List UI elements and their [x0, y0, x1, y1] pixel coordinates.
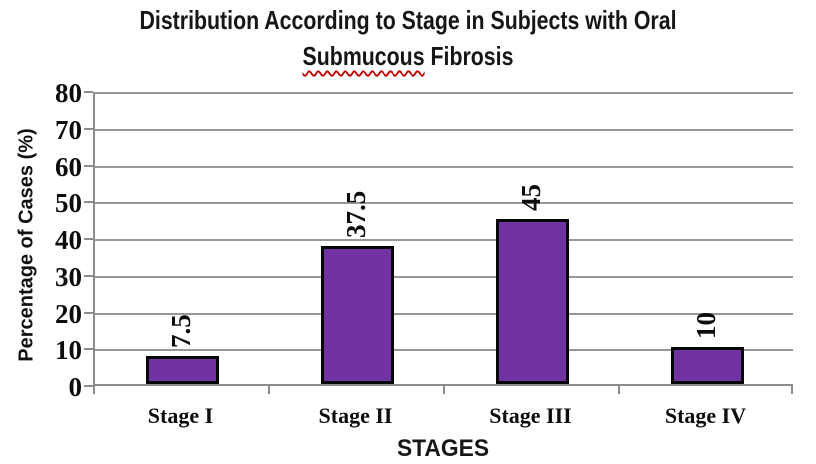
y-tick-mark-40 [84, 238, 93, 240]
x-axis-title: STAGES [396, 435, 490, 462]
y-tick-mark-30 [84, 274, 93, 277]
y-tick-label-60: 60 [55, 151, 82, 182]
y-tick-mark-80 [84, 91, 93, 93]
x-category-label-stage-iii: Stage III [489, 403, 572, 428]
gridline-30 [95, 275, 793, 278]
bar-stage-iii [496, 218, 569, 384]
y-tick-mark-70 [84, 127, 93, 130]
bar-slot-stage-iv: 10 [620, 92, 795, 384]
y-tick-mark-50 [84, 201, 93, 204]
gridline-50 [95, 202, 793, 205]
plot-area: 7.5 37.5 45 10 [93, 92, 793, 386]
gridline-10 [95, 349, 793, 352]
x-tick-mark-3 [618, 386, 620, 394]
bar-value-label-stage-i: 7.5 [165, 314, 196, 349]
gridline-60 [95, 165, 793, 168]
x-tick-mark-2 [443, 386, 445, 394]
gridline-20 [95, 312, 793, 315]
bar-slot-stage-i: 7.5 [95, 92, 270, 384]
x-category-label-stage-i: Stage I [147, 403, 214, 428]
chart-title-line-1: Distribution According to Stage in Subje… [139, 5, 677, 35]
y-tick-mark-20 [84, 311, 93, 314]
y-tick-mark-0 [84, 385, 93, 387]
y-tick-mark-60 [84, 164, 93, 167]
y-tick-mark-10 [84, 348, 93, 351]
y-tick-label-80: 80 [55, 78, 82, 108]
bar-value-label-stage-iii: 45 [515, 183, 546, 211]
chart-title-word-fibrosis: Fibrosis [430, 41, 514, 71]
chart-title-line-2: Submucous Fibrosis [73, 38, 742, 74]
bar-slot-stage-ii: 37.5 [270, 92, 445, 384]
y-tick-label-40: 40 [55, 225, 82, 255]
x-category-label-stage-iv: Stage IV [664, 403, 747, 428]
y-tick-label-70: 70 [55, 114, 82, 145]
gridline-40 [95, 239, 793, 241]
x-tick-mark-0 [93, 386, 95, 394]
bar-stage-i [146, 356, 219, 384]
y-tick-label-30: 30 [55, 261, 82, 292]
y-tick-label-50: 50 [55, 188, 82, 219]
y-tick-label-10: 10 [55, 335, 82, 366]
y-tick-label-20: 20 [55, 298, 82, 329]
gridline-70 [95, 128, 793, 131]
chart-title-misspelled-word: Submucous [302, 41, 425, 71]
chart-title: Distribution According to Stage in Subje… [73, 2, 742, 74]
gridline-80 [95, 92, 793, 94]
bar-stage-ii [321, 246, 394, 384]
bar-slot-stage-iii: 45 [445, 92, 620, 384]
y-tick-label-0: 0 [68, 372, 83, 402]
bar-value-label-stage-ii: 37.5 [340, 190, 371, 239]
x-category-label-stage-ii: Stage II [318, 403, 393, 428]
bar-stage-iv [671, 347, 744, 384]
bar-value-label-stage-iv: 10 [690, 312, 721, 340]
x-tick-mark-1 [268, 386, 270, 394]
x-tick-mark-4 [791, 386, 793, 394]
